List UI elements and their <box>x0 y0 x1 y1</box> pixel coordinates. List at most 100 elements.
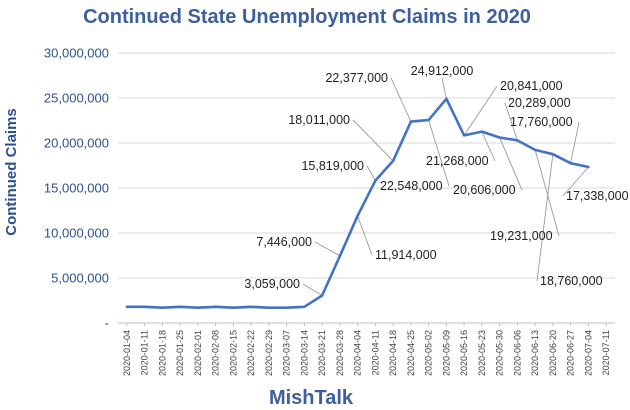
x-tick-label: 2020-04-25 <box>406 330 416 376</box>
data-label: 21,268,000 <box>426 154 489 168</box>
data-point <box>533 148 537 152</box>
x-tick-label: 2020-02-08 <box>211 330 221 376</box>
x-tick-label: 2020-02-15 <box>228 330 238 376</box>
data-point <box>231 306 235 310</box>
y-tick-label: 15,000,000 <box>44 181 109 196</box>
x-tick-label: 2020-01-25 <box>175 330 185 376</box>
leader-line <box>441 77 447 99</box>
x-tick-label: 2020-05-02 <box>424 330 434 376</box>
data-point <box>320 294 324 298</box>
x-tick-label: 2020-02-29 <box>264 330 274 376</box>
y-tick-labels: - 5,000,000 10,000,000 15,000,000 20,000,000… <box>44 46 109 331</box>
x-tick-label: 2020-05-16 <box>459 330 469 376</box>
x-tick-label: 2020-06-06 <box>512 330 522 376</box>
data-label: 19,231,000 <box>490 229 553 243</box>
data-point <box>373 179 377 183</box>
leader-line <box>481 131 496 162</box>
x-tick-label: 2020-03-14 <box>299 330 309 376</box>
y-tick-label: 5,000,000 <box>51 271 109 286</box>
series-line <box>125 97 590 309</box>
data-point <box>125 305 129 309</box>
y-tick-label: 20,000,000 <box>44 136 109 151</box>
data-point <box>551 152 555 156</box>
leader-line <box>463 85 498 136</box>
x-tick-label: 2020-02-01 <box>193 330 203 376</box>
data-point <box>586 165 590 169</box>
data-point <box>285 306 289 310</box>
leader-line <box>534 149 560 237</box>
data-point <box>160 306 164 310</box>
data-point <box>515 138 519 142</box>
data-point <box>444 97 448 101</box>
data-point <box>427 118 431 122</box>
x-tick-label: 2020-02-22 <box>246 330 256 376</box>
data-point <box>356 214 360 218</box>
x-tick-label: 2020-01-18 <box>157 330 167 376</box>
data-point <box>143 305 147 309</box>
y-tick-label: - <box>105 316 109 331</box>
leader-line <box>352 119 394 162</box>
gridlines <box>118 52 615 279</box>
data-point <box>409 120 413 124</box>
data-point <box>178 305 182 309</box>
data-label: 18,011,000 <box>288 113 350 127</box>
x-tick-label: 2020-06-27 <box>566 330 576 376</box>
x-tick-label: 2020-04-11 <box>370 330 380 375</box>
x-tick-label: 2020-04-04 <box>353 330 363 376</box>
data-label: 20,606,000 <box>453 183 516 197</box>
x-tick-label: 2020-03-21 <box>317 330 327 376</box>
data-label: 7,446,000 <box>256 235 312 249</box>
leader-line <box>390 77 412 122</box>
chart-footer: MishTalk <box>269 387 354 409</box>
data-point <box>569 161 573 165</box>
data-point <box>462 133 466 137</box>
data-label: 22,548,000 <box>380 179 443 193</box>
x-tick-label: 2020-03-28 <box>335 330 345 376</box>
leader-line <box>536 154 554 282</box>
data-point <box>302 305 306 309</box>
x-tick-label: 2020-03-07 <box>282 330 292 376</box>
data-point <box>196 306 200 310</box>
data-point <box>249 305 253 309</box>
data-point <box>338 254 342 258</box>
data-label: 3,059,000 <box>244 277 300 291</box>
y-tick-label: 30,000,000 <box>44 46 109 61</box>
series-layer <box>125 97 590 310</box>
x-axis <box>118 322 615 326</box>
x-tick-label: 2020-05-30 <box>495 330 505 376</box>
leader-line <box>314 241 341 257</box>
data-label: 11,914,000 <box>375 248 437 262</box>
data-label: 15,819,000 <box>301 159 364 173</box>
data-point <box>391 159 395 163</box>
x-tick-label: 2020-06-20 <box>548 330 558 376</box>
x-tick-label: 2020-06-13 <box>530 330 540 376</box>
x-tick-label: 2020-07-04 <box>583 330 593 376</box>
data-point <box>480 130 484 134</box>
x-tick-label: 2020-05-09 <box>441 330 451 376</box>
data-point <box>267 306 271 310</box>
leader-line <box>499 137 523 191</box>
y-tick-label: 25,000,000 <box>44 91 109 106</box>
data-label: 18,760,000 <box>540 274 603 288</box>
x-tick-label: 2020-01-04 <box>122 330 132 376</box>
data-point <box>498 136 502 140</box>
leader-line <box>357 215 373 256</box>
x-tick-label: 2020-04-18 <box>388 330 398 376</box>
data-label: 20,841,000 <box>500 79 563 93</box>
leader-line <box>428 119 450 187</box>
data-label: 22,377,000 <box>325 71 388 85</box>
data-label: 17,760,000 <box>510 115 573 129</box>
x-tick-label: 2020-05-23 <box>477 330 487 376</box>
data-label: 24,912,000 <box>411 64 474 78</box>
leader-line <box>504 102 518 141</box>
x-tick-label: 2020-07-11 <box>601 330 611 375</box>
leader-line <box>562 166 589 197</box>
data-label: 17,338,000 <box>566 189 629 203</box>
leader-line <box>366 165 376 181</box>
data-point <box>214 305 218 309</box>
x-tick-label: 2020-01-11 <box>140 330 150 375</box>
y-axis-label: Continued Claims <box>3 108 20 236</box>
y-tick-label: 10,000,000 <box>44 226 109 241</box>
data-label-leaders <box>302 77 589 296</box>
